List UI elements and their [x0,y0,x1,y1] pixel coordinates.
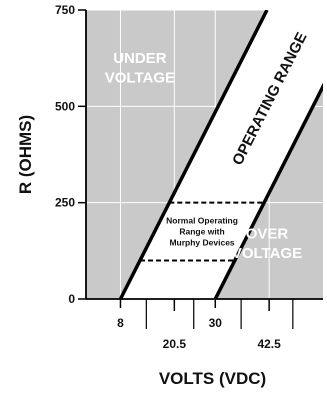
normal-range-annotation-line: Murphy Devices [169,238,234,248]
plot-area [86,10,323,299]
normal-range-annotation-line: Range with [179,227,224,237]
y-tick-label: 750 [55,3,75,17]
region-label-under: VOLTAGE [105,69,175,86]
axes: 0 250 500 750 8 20.5 30 42.5 [55,3,323,351]
x-tick-label: 8 [117,316,124,330]
region-label-over: VOLTAGE [232,245,302,262]
y-axis-title: R (OHMS) [16,115,35,194]
region-label-under: UNDER [113,50,167,67]
y-tick-label: 500 [55,99,75,113]
x-axis-title: VOLTS (VDC) [159,369,266,388]
region-label-over: OVER [246,225,289,242]
x-tick-label: 30 [209,316,223,330]
normal-range-annotation-line: Normal Operating [166,216,238,226]
operating-band [120,10,323,299]
x-tick-label: 42.5 [257,337,281,351]
y-tick-label: 250 [55,196,75,210]
y-tick-label: 0 [68,292,75,306]
x-tick-label: 20.5 [163,337,187,351]
boundary-line-lower [118,10,269,299]
boundary-line-upper [213,82,323,299]
